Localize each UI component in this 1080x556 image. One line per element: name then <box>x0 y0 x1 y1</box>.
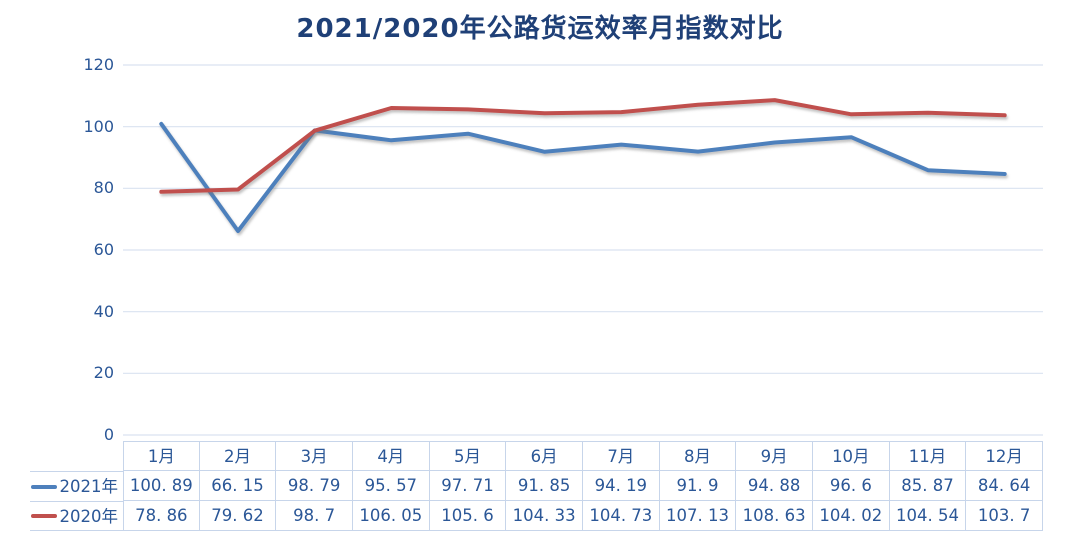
table-value-cell: 100. 89 <box>123 471 200 501</box>
series-line-2021年 <box>159 121 1007 233</box>
table-corner-cell <box>30 441 123 471</box>
series-lines <box>159 98 1007 233</box>
legend-key-2020年: 2020年 <box>30 501 123 531</box>
table-value-cell: 97. 71 <box>429 471 507 501</box>
table-header-month: 4月 <box>352 441 430 471</box>
table-value-cell: 103. 7 <box>966 501 1043 531</box>
table-header-month: 6月 <box>506 441 583 471</box>
table-value-cell: 104. 54 <box>889 501 967 531</box>
table-header-month: 10月 <box>812 441 890 471</box>
table-value-cell: 66. 15 <box>199 471 277 501</box>
legend-label: 2020年 <box>59 506 119 526</box>
table-header-month: 9月 <box>736 441 813 471</box>
chart-title: 2021/2020年公路货运效率月指数对比 <box>296 14 784 44</box>
table-value-cell: 104. 02 <box>812 501 890 531</box>
table-header-month: 2月 <box>199 441 277 471</box>
table-header-month: 3月 <box>276 441 353 471</box>
table-header-month: 12月 <box>966 441 1043 471</box>
y-axis-tick-label-100: 100 <box>83 116 114 136</box>
table-header-month: 5月 <box>429 441 507 471</box>
table-value-cell: 106. 05 <box>352 501 430 531</box>
table-value-cell: 95. 57 <box>352 471 430 501</box>
data-table-with-legend: 1月 2月 3月 4月 5月 6月 7月 8月 9月 10月 11月 12月 2021年 100. 89 6… <box>30 441 1043 531</box>
table-value-cell: 84. 64 <box>966 471 1043 501</box>
legend-label: 2021年 <box>59 477 119 496</box>
series-line-2020年 <box>159 98 1007 194</box>
table-header-month: 8月 <box>659 441 737 471</box>
legend-key-2021年: 2021年 <box>30 471 123 501</box>
table-value-cell: 79. 62 <box>199 501 277 531</box>
table-value-cell: 94. 88 <box>736 471 813 501</box>
table-value-cell: 104. 73 <box>582 501 660 531</box>
table-value-cell: 98. 79 <box>276 471 353 501</box>
y-axis-tick-label-40: 40 <box>93 301 114 321</box>
table-value-cell: 104. 33 <box>506 501 583 531</box>
table-value-cell: 105. 6 <box>429 501 507 531</box>
table-value-cell: 85. 87 <box>889 471 967 501</box>
y-axis-tick-label-0: 0 <box>103 425 114 444</box>
table-value-cell: 107. 13 <box>659 501 737 531</box>
table-value-cell: 91. 9 <box>659 471 737 501</box>
gridlines <box>123 64 1043 436</box>
table-value-cell: 78. 86 <box>123 501 200 531</box>
table-value-cell: 91. 85 <box>506 471 583 501</box>
table-value-cell: 98. 7 <box>276 501 353 531</box>
table-value-cell: 96. 6 <box>812 471 890 501</box>
table-value-cell: 94. 19 <box>582 471 660 501</box>
legend-line-swatch <box>30 514 57 518</box>
table-value-cell: 108. 63 <box>736 501 813 531</box>
y-axis-tick-label-80: 80 <box>93 178 114 198</box>
table-header-month: 7月 <box>582 441 660 471</box>
y-axis-tick-label-20: 20 <box>93 363 114 383</box>
table-header-month: 1月 <box>123 441 200 471</box>
y-axis-tick-label-120: 120 <box>83 55 114 74</box>
table-header-month: 11月 <box>889 441 967 471</box>
legend-line-swatch <box>30 484 57 489</box>
y-axis-tick-label-60: 60 <box>93 240 114 259</box>
